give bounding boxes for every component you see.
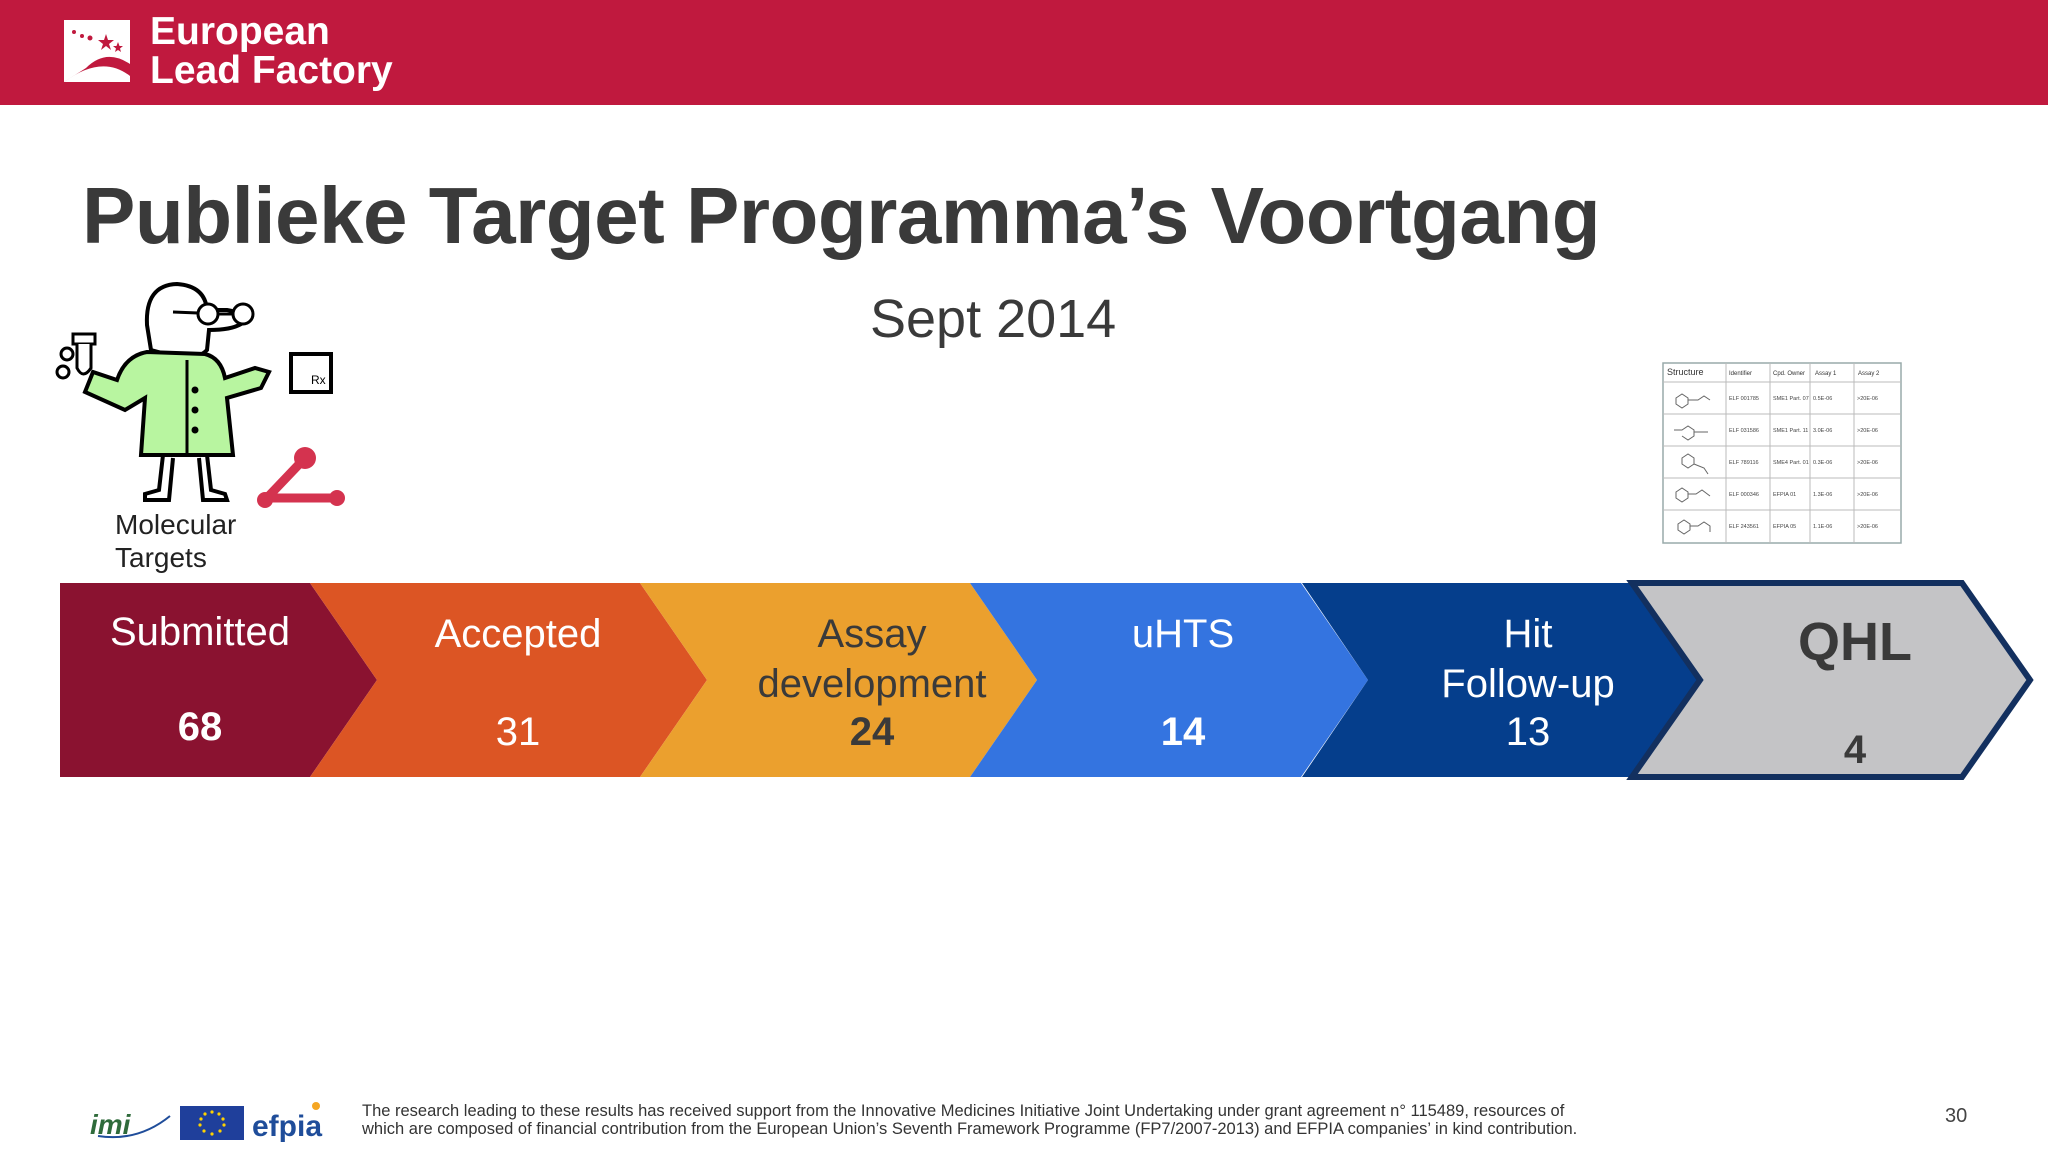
stage-count-uhts: 14 xyxy=(1160,710,1206,754)
mini-table-cell: SME1 Part. 07 xyxy=(1773,396,1809,402)
slide-subtitle: Sept 2014 xyxy=(870,289,1117,349)
stage-count-qhl: 4 xyxy=(1843,728,1867,772)
brand-name: European Lead Factory xyxy=(150,12,393,90)
mini-table-header: Assay 1 xyxy=(1815,371,1837,377)
mini-table-header: Identifier xyxy=(1729,371,1752,377)
stage-label-qhl: QHL xyxy=(1798,612,1912,672)
stage-count-accepted: 31 xyxy=(495,710,541,754)
mini-table-cell: >20E-06 xyxy=(1857,492,1878,498)
mini-table-cell: 1.3E-06 xyxy=(1813,492,1832,498)
mini-table-cell: >20E-06 xyxy=(1857,460,1878,466)
mini-table-cell: 1.1E-06 xyxy=(1813,524,1832,530)
mini-table-cell: EFPIA 01 xyxy=(1773,492,1796,498)
mini-table-cell: ELF 000346 xyxy=(1729,492,1759,498)
disclaimer-line-1: The research leading to these results ha… xyxy=(362,1102,1565,1120)
stage-chevron-qhl xyxy=(1626,580,2034,780)
stage-label-accepted: Accepted xyxy=(434,612,602,656)
page-number: 30 xyxy=(1945,1105,1968,1127)
mini-table-cell: ELF 031586 xyxy=(1729,428,1759,434)
stage-count-assay-development: 24 xyxy=(849,710,895,754)
imi-logo-icon: imi xyxy=(90,1109,171,1140)
mini-table-cell: 3.0E-06 xyxy=(1813,428,1832,434)
stage-chevron-submitted xyxy=(60,583,377,777)
scientist-icon: Rx xyxy=(55,281,345,508)
mini-table-header: Cpd. Owner xyxy=(1773,371,1805,377)
mini-table-cell: EFPIA 05 xyxy=(1773,524,1796,530)
elf-logo-icon xyxy=(64,20,130,82)
mini-table-cell: ELF 243561 xyxy=(1729,524,1759,530)
slide-title: Publieke Target Programma’s Voortgang xyxy=(82,171,1601,260)
stage-chevron-uhts xyxy=(970,583,1368,777)
stage-label-line2-hit-follow-up: Follow-up xyxy=(1441,662,1615,706)
svg-text:efpia: efpia xyxy=(252,1110,322,1143)
footer-logos: imi efpia xyxy=(90,1102,322,1143)
molecular-targets-line-2: Targets xyxy=(115,542,207,573)
mini-table-cell: SME4 Part. 01 xyxy=(1773,460,1809,466)
stage-chevron-assay-development xyxy=(640,583,1037,777)
stage-label-uhts: uHTS xyxy=(1131,612,1235,656)
mini-table-cell: SME1 Part. 11 xyxy=(1773,428,1808,434)
mini-table-header: Assay 2 xyxy=(1858,371,1880,377)
stage-count-submitted: 68 xyxy=(177,705,223,749)
stage-label-submitted: Submitted xyxy=(109,610,291,654)
header-bar: European Lead Factory xyxy=(0,0,2048,105)
efpia-logo-icon: efpia xyxy=(252,1102,322,1143)
funding-disclaimer: The research leading to these results ha… xyxy=(362,1102,1842,1138)
stage-label-hit-follow-up: Hit xyxy=(1503,612,1553,656)
brand-line-1: European xyxy=(150,10,330,53)
mini-table-cell: >20E-06 xyxy=(1857,524,1878,530)
svg-text:Rx: Rx xyxy=(311,373,326,387)
mini-table-header: Structure xyxy=(1667,367,1704,377)
svg-text:imi: imi xyxy=(90,1109,132,1140)
mini-table-cell: ELF 001785 xyxy=(1729,396,1759,402)
stage-chevron-accepted xyxy=(310,583,707,777)
molecular-targets-line-1: Molecular xyxy=(115,509,237,540)
stage-label-line2-assay-development: development xyxy=(757,662,987,706)
molecular-targets-label: Molecular Targets xyxy=(115,508,236,574)
mini-table-cell: ELF 789116 xyxy=(1729,460,1759,466)
mini-table-cell: >20E-06 xyxy=(1857,428,1878,434)
stage-count-hit-follow-up: 13 xyxy=(1505,710,1551,754)
process-chevron-bar xyxy=(60,580,2034,780)
brand-line-2: Lead Factory xyxy=(150,49,393,92)
compound-table-icon: Structure Identifier Cpd. Owner Assay 1 … xyxy=(1662,362,1902,544)
eu-flag-icon xyxy=(180,1106,244,1140)
mini-table-cell: 0.3E-06 xyxy=(1813,460,1832,466)
disclaimer-line-2: which are composed of financial contribu… xyxy=(362,1120,1578,1138)
stage-chevron-hit-follow-up xyxy=(1302,583,1700,777)
mini-table-cell: 0.5E-06 xyxy=(1813,396,1832,402)
stage-label-assay-development: Assay xyxy=(817,612,927,656)
mini-table-cell: >20E-06 xyxy=(1857,396,1878,402)
